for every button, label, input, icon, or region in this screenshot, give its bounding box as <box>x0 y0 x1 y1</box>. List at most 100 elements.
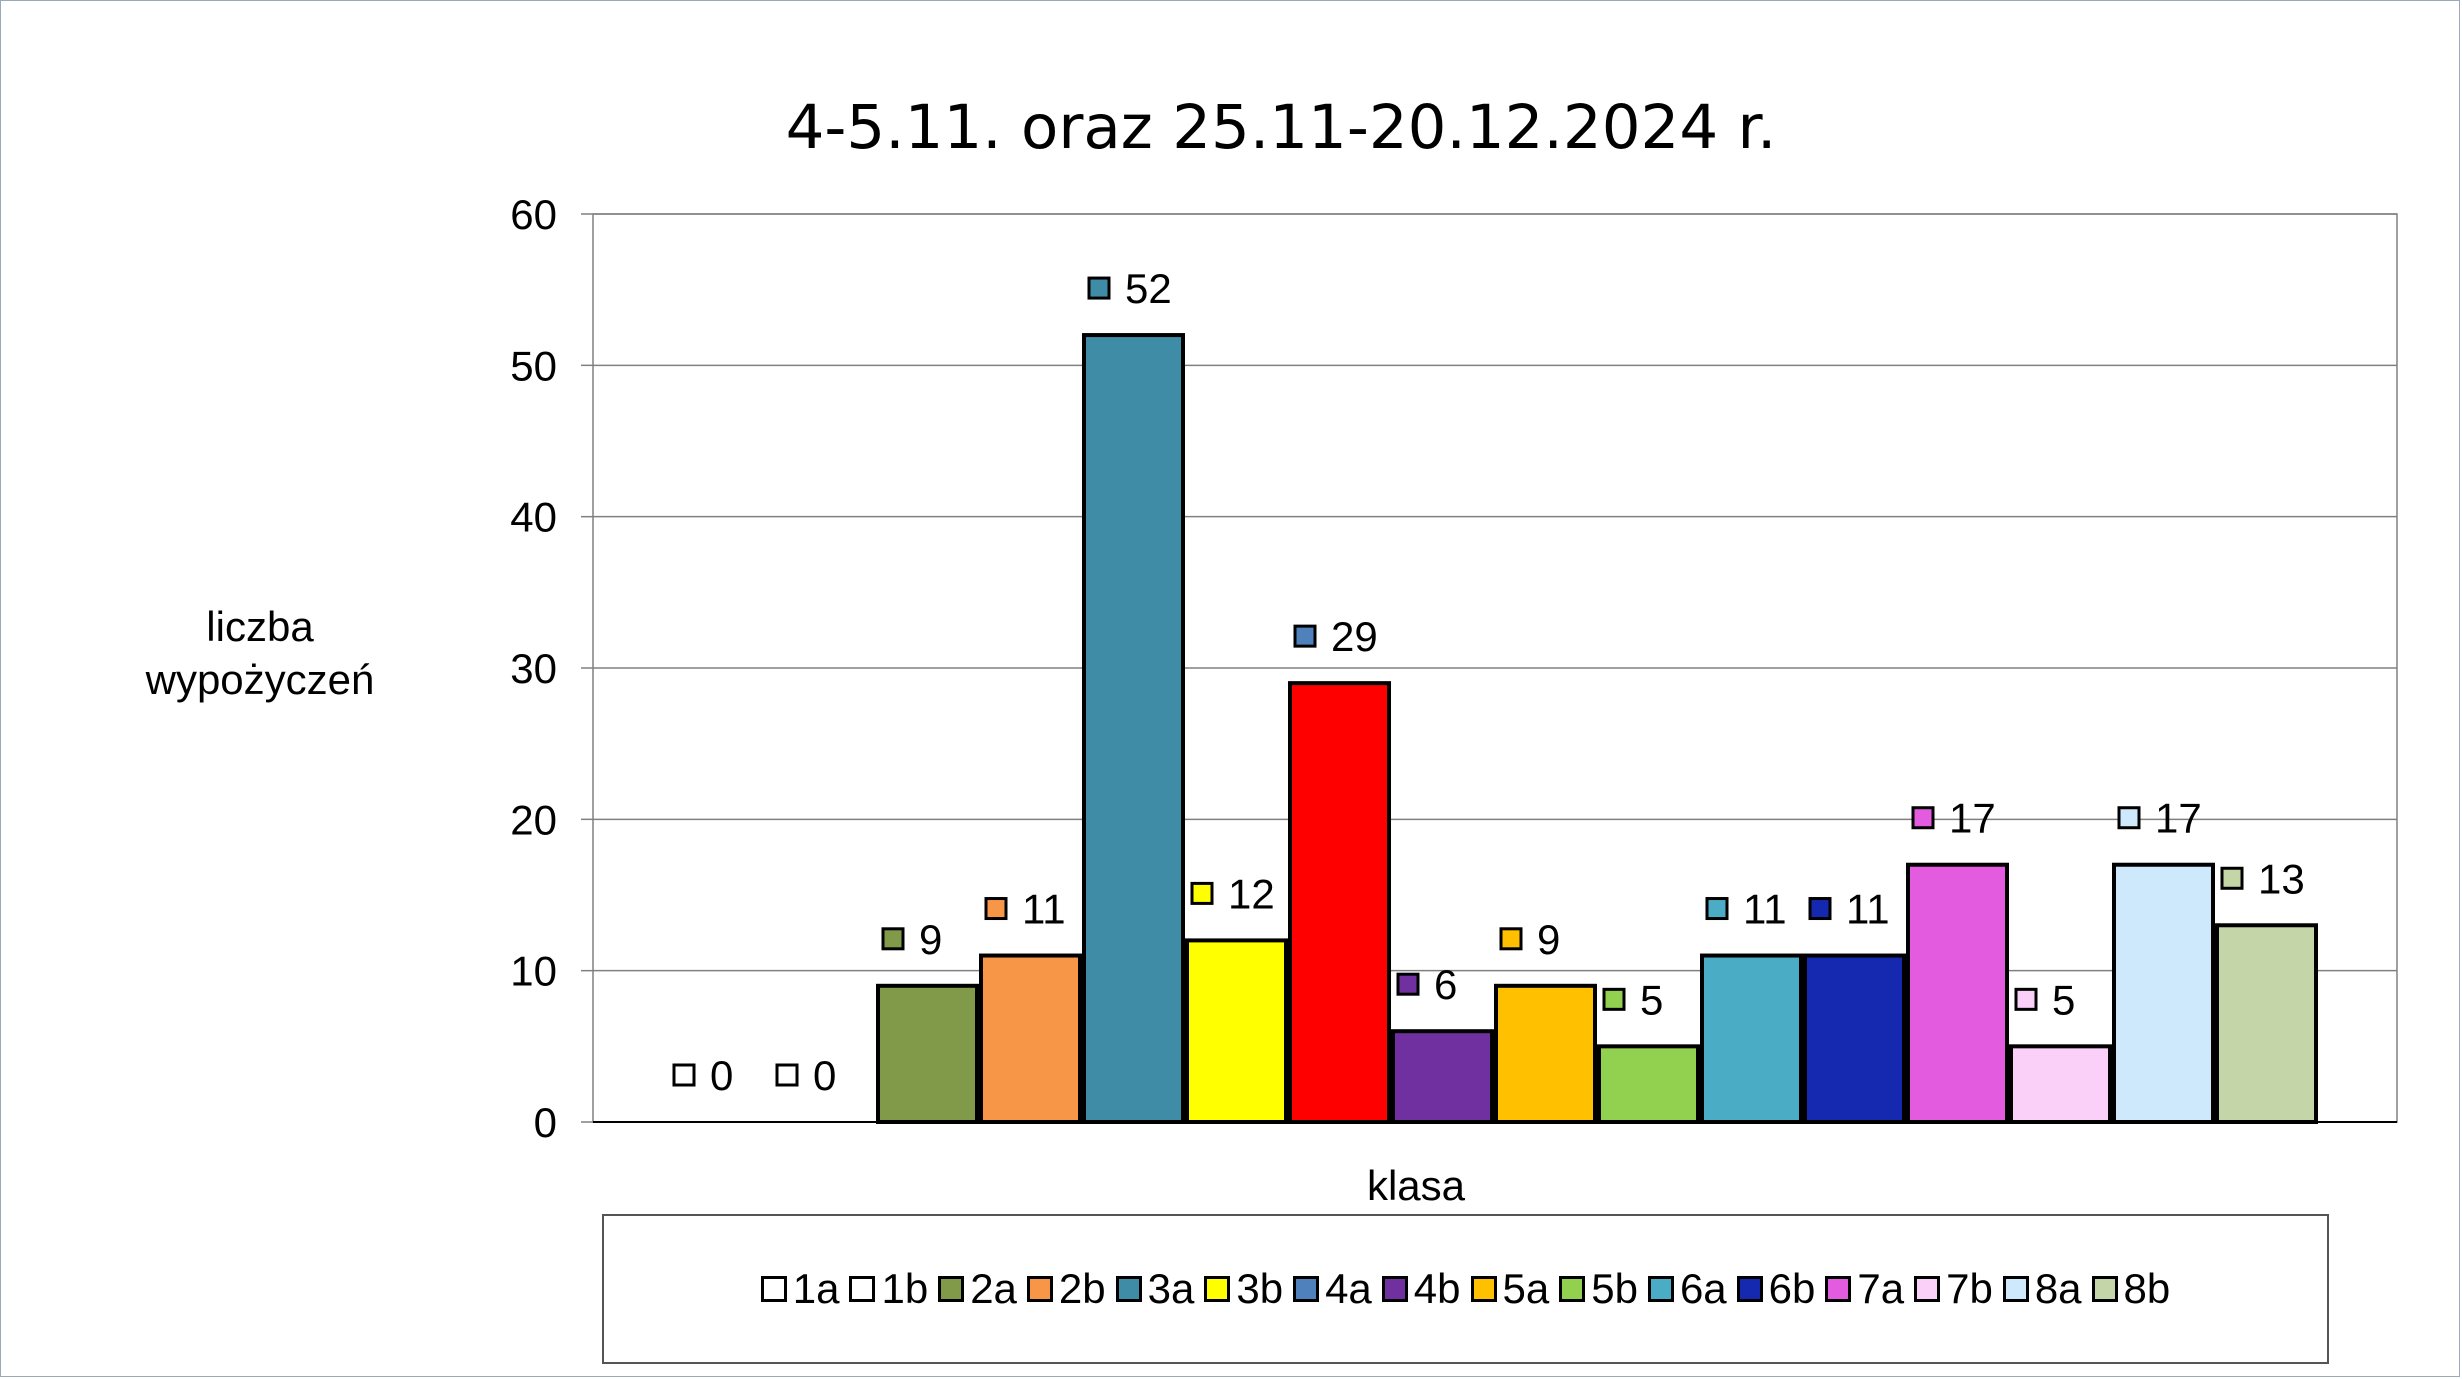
data-label-marker <box>1190 881 1214 905</box>
data-label: 5 <box>2052 976 2075 1023</box>
legend-item-8b: 8b <box>2091 1265 2171 1313</box>
legend-label: 7b <box>1946 1265 1993 1312</box>
legend-item-4b: 4b <box>1381 1265 1461 1313</box>
legend-label: 4a <box>1325 1265 1372 1312</box>
data-label: 13 <box>2258 855 2305 902</box>
bar-4b <box>1391 1029 1494 1124</box>
y-tick-label: 30 <box>510 645 557 692</box>
legend-item-7a: 7a <box>1825 1265 1904 1313</box>
legend-swatch <box>1825 1276 1852 1302</box>
bar-3b <box>1185 938 1288 1125</box>
legend-swatch <box>849 1276 876 1302</box>
data-label-marker <box>1396 972 1420 996</box>
chart-title: 4-5.11. oraz 25.11-20.12.2024 r. <box>785 92 1777 163</box>
legend-label: 4b <box>1413 1265 1461 1312</box>
data-label-marker <box>1602 987 1626 1011</box>
bar-5a <box>1494 983 1597 1124</box>
legend-label: 1b <box>881 1265 929 1312</box>
legend-swatch <box>1204 1276 1231 1302</box>
data-label: 29 <box>1331 613 1378 660</box>
legend-swatch <box>938 1276 965 1302</box>
data-label-marker <box>672 1063 696 1087</box>
data-label: 11 <box>1743 886 1787 933</box>
y-axis-label: liczba wypożyczeń <box>145 603 375 703</box>
y-tick-label: 60 <box>510 191 557 238</box>
legend-swatch <box>1736 1276 1763 1302</box>
legend-swatch <box>2091 1276 2118 1302</box>
legend-swatch <box>1647 1276 1674 1302</box>
legend-label: 5b <box>1591 1265 1638 1312</box>
legend-label: 8a <box>2034 1265 2082 1312</box>
legend-swatch <box>1914 1276 1941 1302</box>
bar-7b <box>2009 1044 2112 1125</box>
data-label-marker <box>1911 806 1935 830</box>
legend-label: 1a <box>792 1265 840 1312</box>
legend-item-5a: 5a <box>1470 1265 1550 1313</box>
data-label: 6 <box>1434 961 1457 1008</box>
legend-item-2a: 2a <box>938 1265 1017 1313</box>
legend-item-3a: 3a <box>1115 1265 1195 1313</box>
data-label-marker <box>1293 624 1317 648</box>
legend: 1a 1b 2a 2b 3a 3b 4a 4b 5a 5b 6a 6b 7a 7b 8a 8b <box>602 1214 2329 1364</box>
y-tick-label: 20 <box>510 796 557 843</box>
legend-label: 5a <box>1502 1265 1550 1312</box>
y-tick-label: 0 <box>534 1099 557 1146</box>
data-label: 17 <box>2155 795 2202 842</box>
data-label: 9 <box>919 916 942 963</box>
data-label: 17 <box>1949 795 1996 842</box>
legend-label: 7a <box>1857 1265 1905 1312</box>
legend-label: 6b <box>1768 1265 1816 1312</box>
y-tick-label: 50 <box>510 342 557 389</box>
data-label-marker <box>2220 866 2244 890</box>
legend-swatch <box>1381 1276 1408 1302</box>
bar-4a <box>1288 681 1391 1125</box>
legend-swatch <box>1115 1276 1142 1302</box>
legend-item-8a: 8a <box>2002 1265 2082 1313</box>
data-label: 52 <box>1125 265 1172 312</box>
x-axis-label: klasa <box>1366 1162 1466 1209</box>
bar-2a <box>876 983 979 1124</box>
legend-swatch <box>1026 1276 1053 1302</box>
bar-8b <box>2215 923 2318 1124</box>
data-label-marker <box>775 1063 799 1087</box>
data-label: 12 <box>1228 870 1275 917</box>
data-label: 9 <box>1537 916 1560 963</box>
legend-label: 6a <box>1679 1265 1727 1312</box>
bar-7a <box>1906 862 2009 1124</box>
legend-swatch <box>1470 1276 1497 1302</box>
data-label-marker <box>1499 927 1523 951</box>
legend-item-7b: 7b <box>1914 1265 1993 1313</box>
legend-label: 3a <box>1147 1265 1195 1312</box>
legend-label: 2a <box>970 1265 1017 1312</box>
data-label-marker <box>2117 806 2141 830</box>
legend-item-1b: 1b <box>849 1265 928 1313</box>
legend-swatch <box>760 1276 787 1302</box>
legend-item-3b: 3b <box>1204 1265 1283 1313</box>
data-label-marker <box>1705 897 1729 921</box>
legend-item-6a: 6a <box>1647 1265 1727 1313</box>
bar-8a <box>2112 862 2215 1124</box>
legend-item-1a: 1a <box>760 1265 840 1313</box>
legend-item-2b: 2b <box>1026 1265 1106 1313</box>
data-label-marker <box>1087 276 1111 300</box>
bar-3a <box>1082 333 1185 1125</box>
legend-swatch <box>1293 1276 1320 1302</box>
bar-2b <box>979 953 1082 1124</box>
legend-item-5b: 5b <box>1559 1265 1638 1313</box>
y-tick-label: 10 <box>510 948 557 995</box>
legend-label: 8b <box>2123 1265 2171 1312</box>
data-label: 0 <box>710 1052 733 1099</box>
legend-label: 2b <box>1058 1265 1106 1312</box>
data-label-marker <box>984 897 1008 921</box>
legend-item-4a: 4a <box>1293 1265 1372 1313</box>
data-label: 11 <box>1846 886 1890 933</box>
y-tick-label: 40 <box>510 494 557 541</box>
data-label: 11 <box>1022 886 1066 933</box>
bar-6a <box>1700 953 1803 1124</box>
data-label: 5 <box>1640 976 1663 1023</box>
data-label-marker <box>1808 897 1832 921</box>
legend-swatch <box>1559 1276 1586 1302</box>
bar-6b <box>1803 953 1906 1124</box>
